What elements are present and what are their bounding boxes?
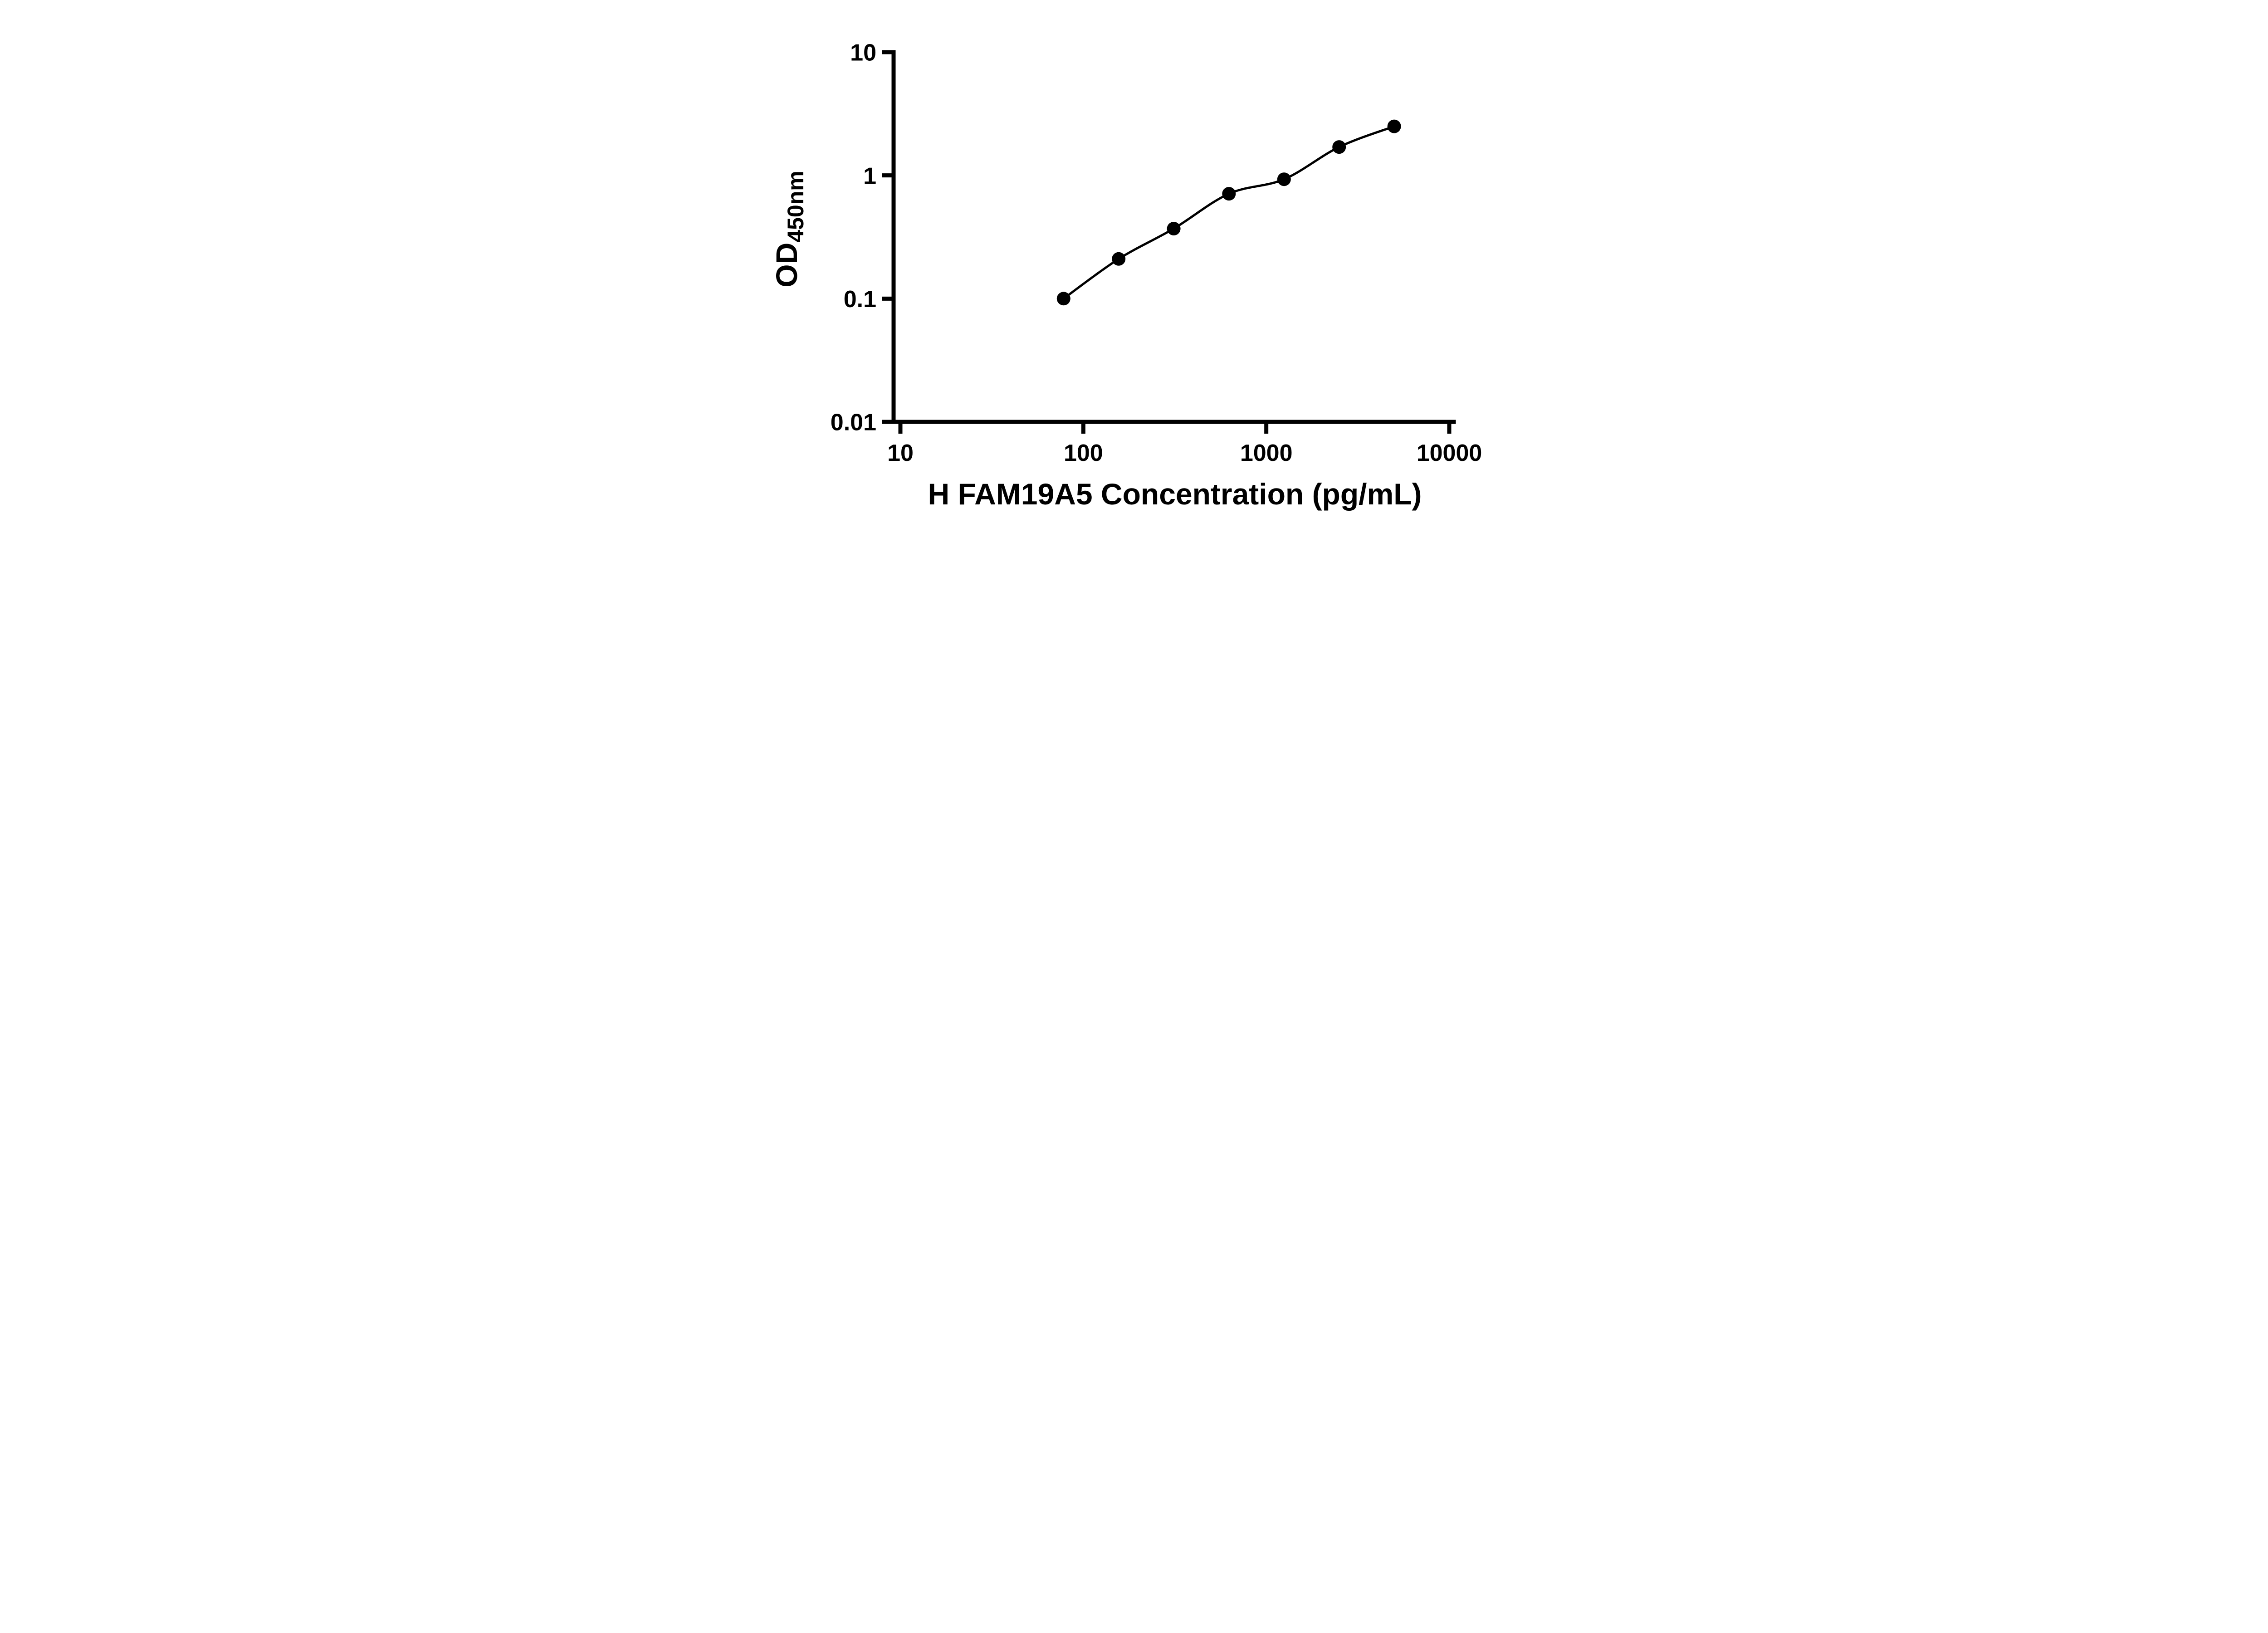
y-tick-label: 0.1 — [844, 286, 876, 313]
data-point — [1277, 172, 1291, 186]
data-point — [1056, 292, 1070, 306]
y-axis-title-sub: 450nm — [783, 171, 808, 242]
chart-canvas: 10 100 1000 10000 0.01 0.1 1 10 H FAM19A5 Conce… — [770, 40, 1482, 511]
data-point — [1222, 187, 1236, 201]
x-tick-label: 10 — [887, 440, 914, 466]
y-axis-title: OD450nm — [770, 171, 808, 287]
y-tick-label: 0.01 — [831, 410, 876, 436]
y-tick-label: 1 — [863, 163, 876, 189]
x-tick-label: 10000 — [1417, 440, 1482, 466]
data-point — [1387, 119, 1401, 133]
data-point — [1112, 252, 1126, 266]
elisa-standard-curve-figure: 10 100 1000 10000 0.01 0.1 1 10 H FAM19A5 Conce… — [746, 0, 1522, 544]
fit-curve — [1062, 125, 1396, 300]
y-axis-title-main: OD — [770, 243, 803, 288]
x-tick-label: 1000 — [1240, 440, 1293, 466]
x-tick-label: 100 — [1064, 440, 1103, 466]
plot-area: 10 100 1000 10000 0.01 0.1 1 10 — [831, 40, 1482, 466]
data-point — [1332, 140, 1346, 154]
y-tick-label: 10 — [850, 40, 876, 66]
x-axis-title: H FAM19A5 Concentration (pg/mL) — [928, 477, 1422, 511]
data-point — [1167, 222, 1181, 235]
